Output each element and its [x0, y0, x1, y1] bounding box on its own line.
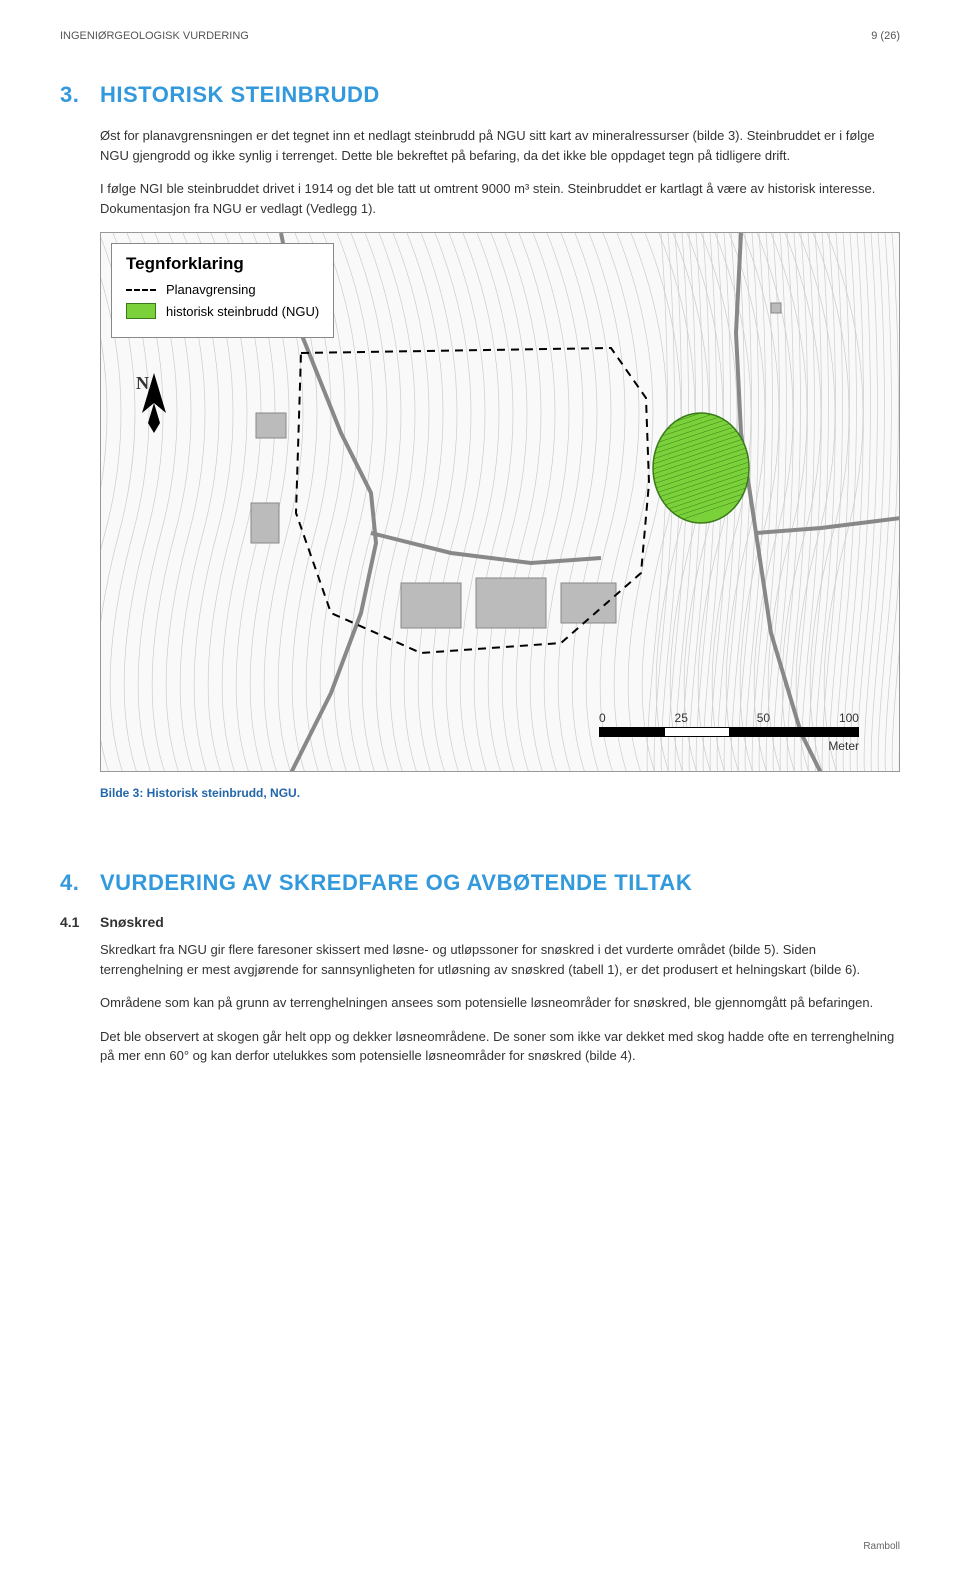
section-3-title: HISTORISK STEINBRUDD	[100, 82, 380, 107]
section-4-para-2: Områdene som kan på grunn av terrengheln…	[100, 993, 900, 1013]
scale-segment	[665, 728, 730, 736]
section-3-heading: 3.HISTORISK STEINBRUDD	[60, 82, 900, 108]
north-arrow-icon	[136, 373, 172, 433]
header-right: 9 (26)	[871, 30, 900, 42]
section-3-para-2: I følge NGI ble steinbruddet drivet i 19…	[100, 179, 900, 218]
subsection-4-1-title: Snøskred	[100, 914, 164, 930]
scale-tick-label: 25	[675, 711, 688, 725]
scale-bar: 0 25 50 100 Meter	[599, 711, 859, 753]
legend-row-steinbrudd: historisk steinbrudd (NGU)	[126, 303, 319, 319]
section-4-para-3: Det ble observert at skogen går helt opp…	[100, 1027, 900, 1066]
header-left: INGENIØRGEOLOGISK VURDERING	[60, 30, 249, 42]
scale-tick-label: 100	[839, 711, 859, 725]
figure-map: Tegnforklaring Planavgrensing historisk …	[100, 232, 900, 772]
legend-title: Tegnforklaring	[126, 254, 319, 274]
section-4-heading: 4.VURDERING AV SKREDFARE OG AVBØTENDE TI…	[60, 870, 900, 896]
section-4-number: 4.	[60, 870, 100, 896]
scale-unit: Meter	[599, 739, 859, 753]
north-arrow: N	[136, 373, 149, 396]
legend-row-planavgrensing: Planavgrensing	[126, 282, 319, 297]
legend-label-1: Planavgrensing	[166, 282, 256, 297]
legend-line-swatch	[126, 289, 156, 291]
figure-caption: Bilde 3: Historisk steinbrudd, NGU.	[100, 786, 900, 800]
section-3-para-1: Øst for planavgrensningen er det tegnet …	[100, 126, 900, 165]
map-legend: Tegnforklaring Planavgrensing historisk …	[111, 243, 334, 338]
section-3-number: 3.	[60, 82, 100, 108]
scale-segment	[729, 728, 858, 736]
section-4-title: VURDERING AV SKREDFARE OG AVBØTENDE TILT…	[100, 870, 692, 895]
scale-tick-label: 50	[757, 711, 770, 725]
scale-tick-label: 0	[599, 711, 606, 725]
section-4-para-1: Skredkart fra NGU gir flere faresoner sk…	[100, 940, 900, 979]
footer-brand: Ramboll	[863, 1541, 900, 1552]
legend-label-2: historisk steinbrudd (NGU)	[166, 304, 319, 319]
subsection-4-1-number: 4.1	[60, 914, 100, 930]
scale-segment	[600, 728, 665, 736]
legend-fill-swatch	[126, 303, 156, 319]
subsection-4-1: 4.1 Snøskred	[60, 914, 900, 930]
